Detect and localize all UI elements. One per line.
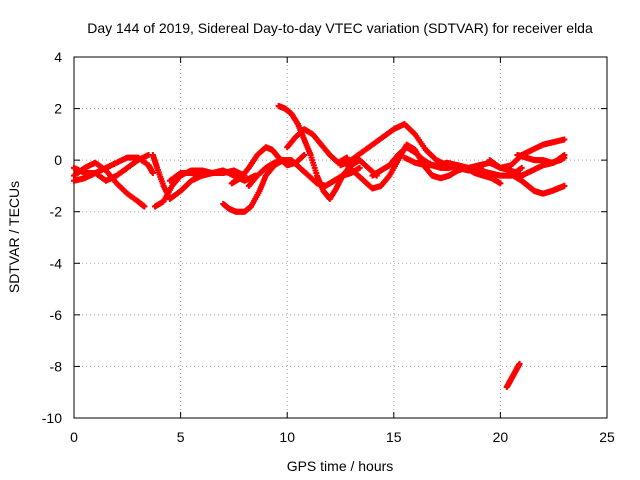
series-track-19 xyxy=(503,360,523,391)
x-tick-label: 10 xyxy=(279,429,295,445)
data-point xyxy=(561,154,568,161)
series-track-1 xyxy=(71,159,148,210)
y-tick-label: 0 xyxy=(54,152,62,168)
axis-ticks: 0 5 10 15 20 25 -10 -8 -6 -4 -2 0 2 4 xyxy=(42,49,615,445)
series-track-4 xyxy=(149,151,227,202)
series-track-8 xyxy=(228,144,308,187)
plot-frame xyxy=(73,56,608,419)
y-tick-label: -4 xyxy=(50,255,63,271)
x-tick-label: 15 xyxy=(386,429,402,445)
series-track-11 xyxy=(284,126,350,166)
x-tick-label: 25 xyxy=(599,429,615,445)
series-track-16 xyxy=(486,136,568,171)
y-axis-label: SDTVAR / TECUs xyxy=(6,181,22,293)
data-point xyxy=(518,164,525,171)
y-tick-label: -10 xyxy=(42,410,62,426)
data-points xyxy=(71,102,568,391)
data-point xyxy=(149,170,156,177)
data-point xyxy=(356,164,363,171)
data-point xyxy=(516,360,523,367)
chart-title: Day 144 of 2019, Sidereal Day-to-day VTE… xyxy=(87,20,593,36)
x-tick-label: 20 xyxy=(493,429,509,445)
x-axis-label: GPS time / hours xyxy=(287,458,394,474)
data-point xyxy=(301,151,308,158)
grid xyxy=(74,57,607,418)
data-point xyxy=(561,182,568,189)
data-point xyxy=(480,167,487,174)
data-point xyxy=(141,203,148,210)
y-tick-label: 2 xyxy=(54,101,62,117)
series-track-18 xyxy=(514,151,568,166)
y-tick-label: -8 xyxy=(50,358,63,374)
data-point xyxy=(561,136,568,143)
x-tick-label: 0 xyxy=(70,429,78,445)
series-track-3 xyxy=(71,151,152,184)
y-tick-label: 4 xyxy=(54,49,62,65)
series-track-12 xyxy=(337,121,525,179)
y-tick-label: -6 xyxy=(50,307,63,323)
data-point xyxy=(497,180,504,187)
x-tick-label: 5 xyxy=(177,429,185,445)
y-tick-label: -2 xyxy=(50,204,63,220)
series-track-10 xyxy=(275,102,380,202)
series-track-17 xyxy=(510,172,568,197)
